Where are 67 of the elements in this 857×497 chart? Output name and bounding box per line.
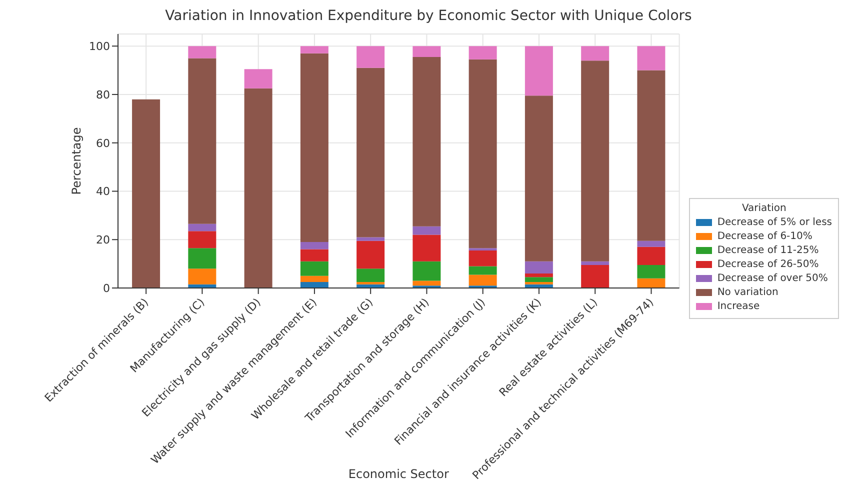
y-tick-label: 20 [96, 234, 110, 247]
bar [581, 46, 610, 61]
y-axis-title: Percentage [69, 127, 84, 195]
bar [524, 273, 553, 278]
bar [300, 282, 328, 288]
bar [524, 282, 553, 284]
bar [637, 265, 666, 278]
legend-label: Decrease of 6-10% [717, 230, 812, 244]
bar [356, 68, 385, 238]
bar [244, 69, 272, 88]
bar [581, 261, 610, 266]
bar [637, 246, 666, 266]
y-tick-label: 80 [96, 88, 110, 102]
bar [412, 226, 441, 235]
x-axis-title: Economic Sector [348, 467, 449, 481]
bar [412, 261, 441, 281]
y-tick-label: 60 [96, 136, 110, 150]
y-tick-label: 100 [89, 40, 110, 53]
chart-title: Variation in Innovation Expenditure by Economic Sector with Unique Colors [164, 8, 693, 26]
bar [356, 46, 385, 68]
legend-label: Decrease of 26-50% [717, 258, 819, 272]
bar [356, 282, 385, 284]
bar [188, 224, 216, 232]
legend-label: Decrease of 11-25% [717, 244, 819, 258]
legend-label: Decrease of over 50% [717, 272, 828, 286]
bar [188, 248, 216, 269]
bar [524, 96, 553, 262]
y-tick-label: 40 [96, 185, 110, 198]
bar [468, 59, 497, 248]
legend-label: Decrease of 5% or less [717, 216, 832, 230]
bar [412, 280, 441, 286]
bar [637, 46, 666, 70]
bar [244, 88, 272, 288]
bar [468, 266, 497, 275]
y-tick-label: 0 [103, 282, 110, 295]
bar [356, 240, 385, 269]
legend-label: No variation [717, 286, 778, 300]
bar [300, 249, 328, 262]
bar [524, 261, 553, 274]
bar [468, 46, 497, 60]
bar [524, 46, 553, 96]
bar [300, 53, 328, 242]
bar [412, 46, 441, 57]
bar [581, 265, 610, 288]
bar [356, 237, 385, 241]
bar [412, 56, 441, 226]
bar [468, 274, 497, 286]
legend-title: Variation [740, 202, 788, 214]
bar [412, 234, 441, 262]
bar [188, 58, 216, 224]
bar [524, 277, 553, 282]
bar [356, 268, 385, 282]
bar [637, 278, 666, 288]
bar [132, 99, 160, 288]
bar [637, 70, 666, 241]
bar [188, 268, 216, 284]
bar [300, 261, 328, 276]
bar [300, 276, 328, 282]
bar [468, 248, 497, 251]
bar [300, 46, 328, 54]
bar [188, 46, 216, 58]
bar [468, 250, 497, 266]
bar [300, 242, 328, 250]
bar [188, 231, 216, 248]
bar [581, 60, 610, 262]
legend-label: Increase [717, 300, 760, 314]
bar [637, 240, 666, 247]
